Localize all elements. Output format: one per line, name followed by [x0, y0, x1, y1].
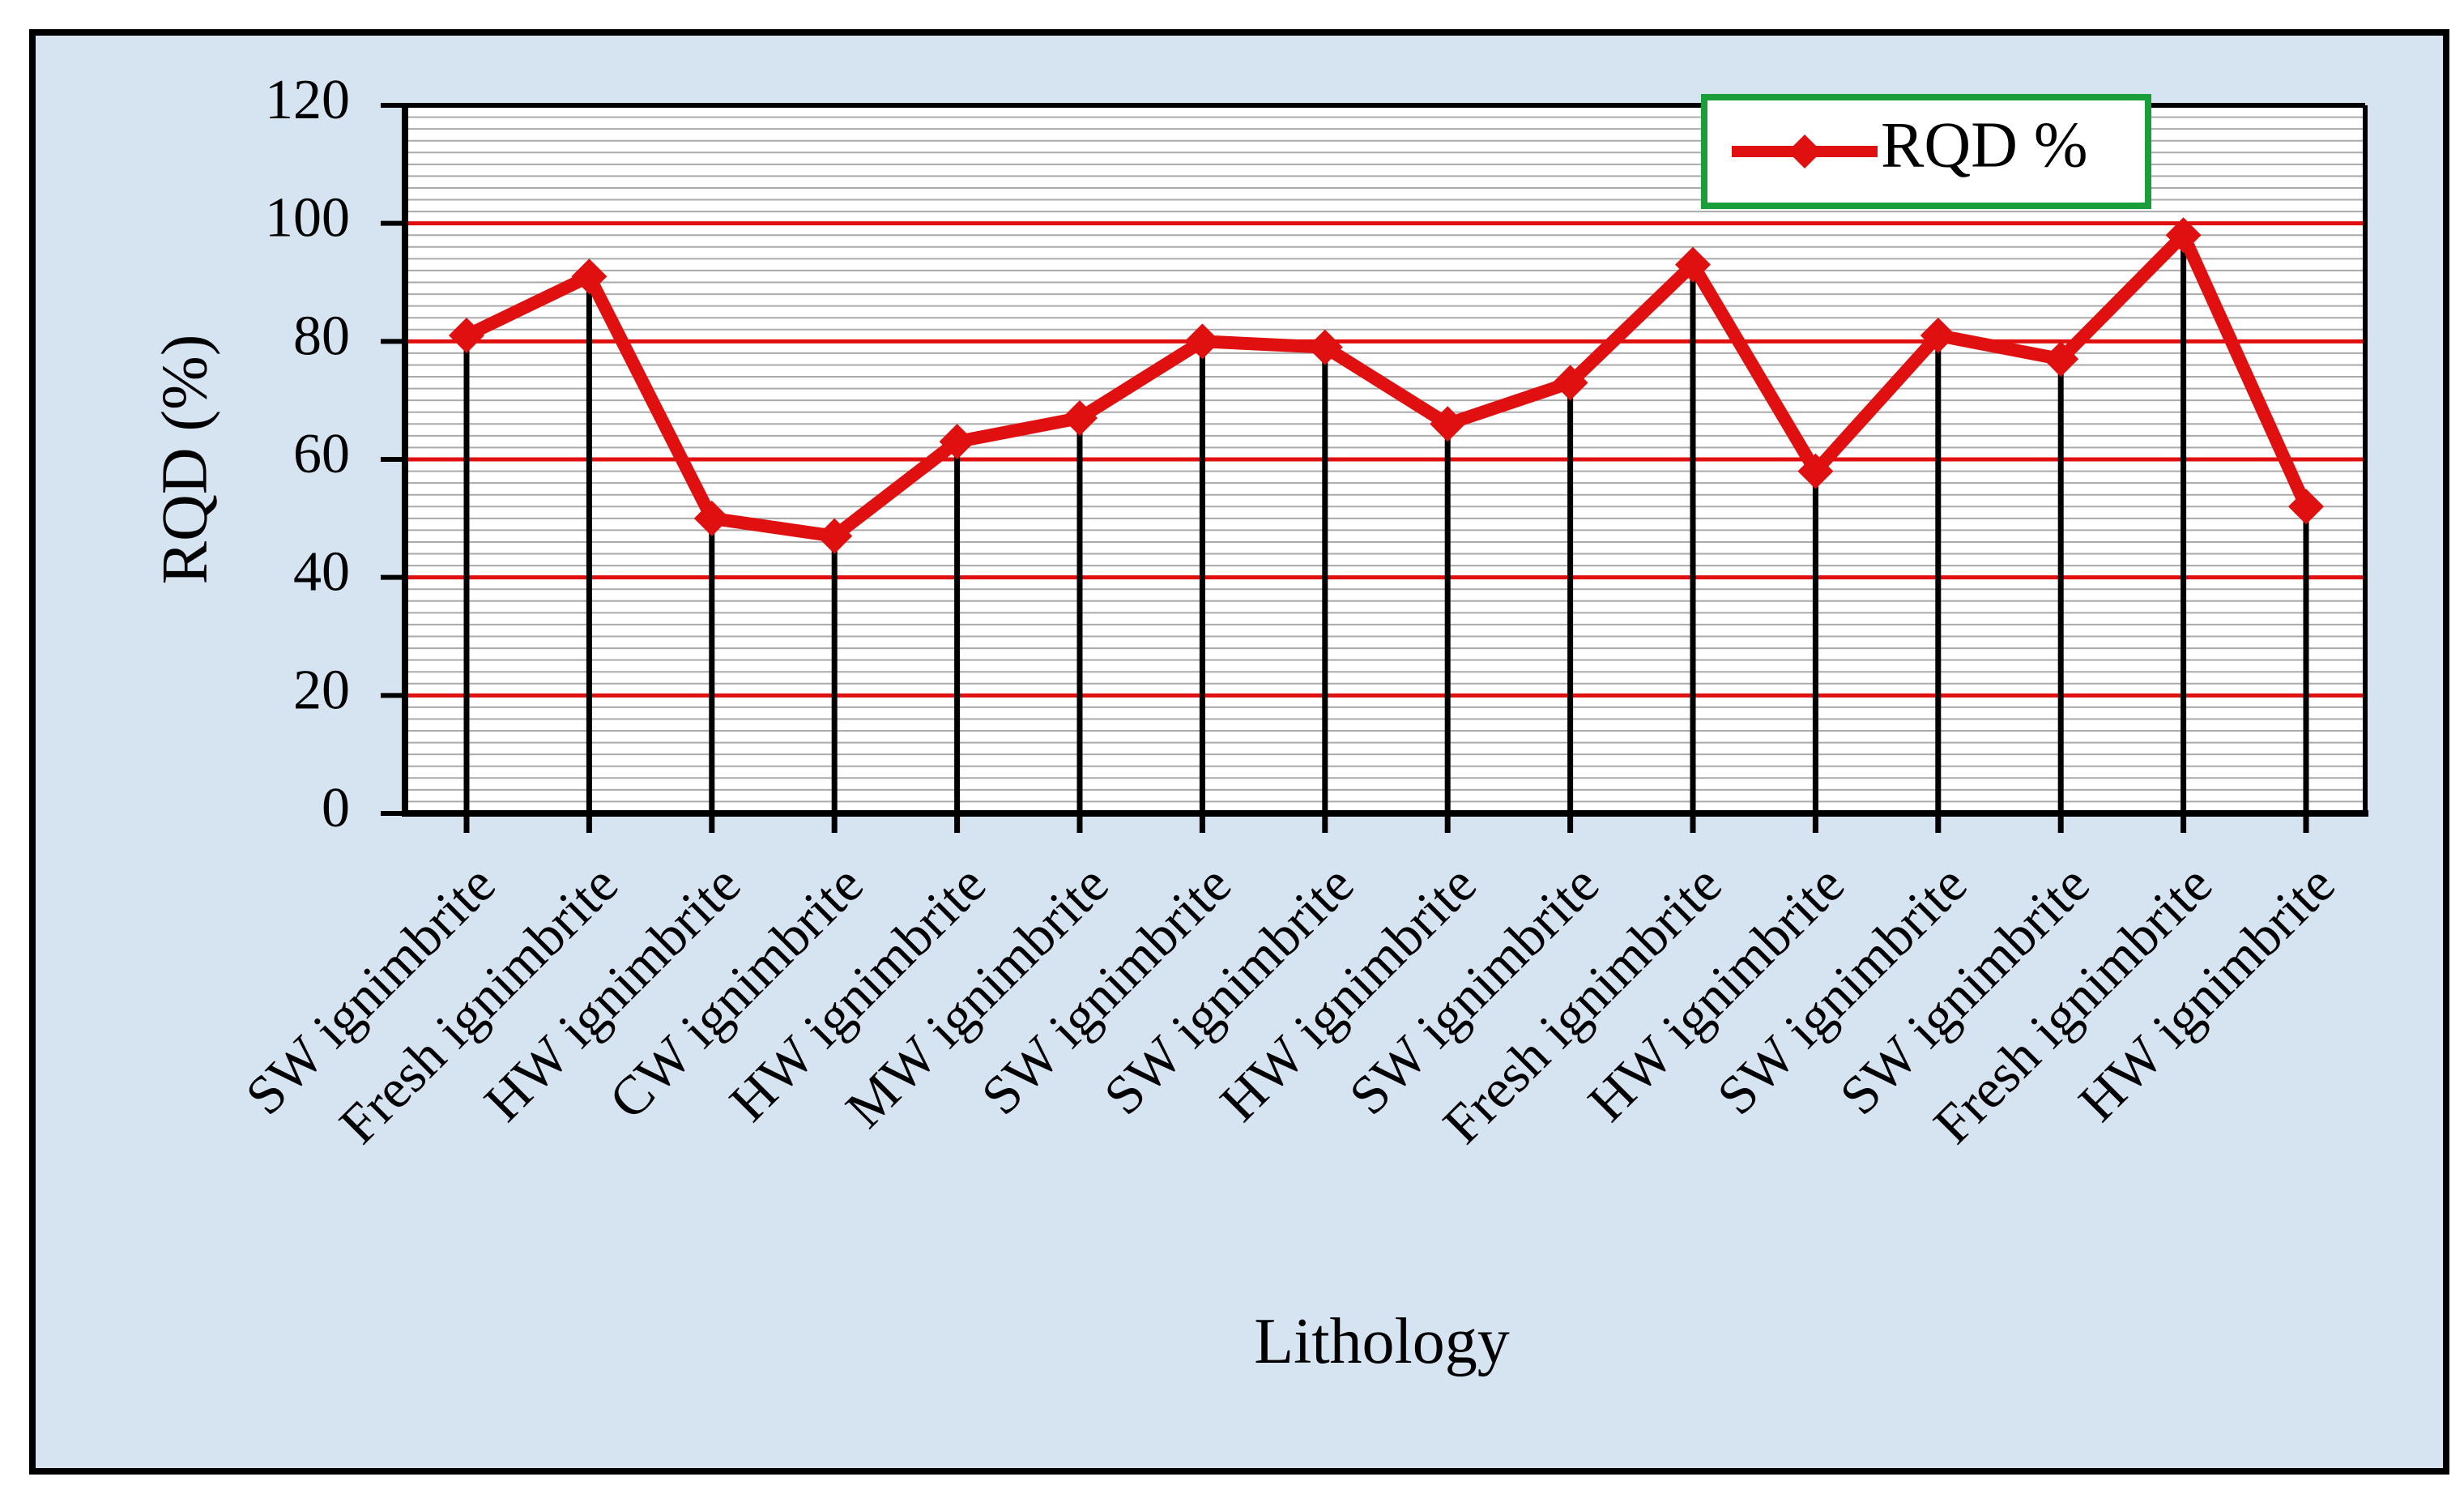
y-axis-title: RQD (%) — [149, 335, 220, 585]
y-tick-label: 80 — [293, 305, 350, 367]
data-point-marker — [1184, 323, 1221, 360]
y-tick-label: 40 — [293, 541, 350, 604]
legend-label: RQD % — [1881, 109, 2088, 181]
category-drop-lines — [463, 235, 2309, 833]
legend: RQD % — [1701, 94, 2151, 209]
data-point-marker — [693, 500, 730, 536]
major-gridlines — [405, 221, 2365, 698]
data-point-marker — [1430, 406, 1466, 442]
y-tick-label: 60 — [293, 423, 350, 485]
y-tick-label: 0 — [322, 777, 350, 839]
data-point-marker — [816, 518, 853, 554]
y-axis-ticks: 0 20 40 60 80 100 120 — [265, 69, 405, 839]
data-point-marker — [2043, 341, 2079, 378]
data-point-marker — [571, 258, 607, 295]
series-rqd — [449, 217, 2324, 554]
series-line — [460, 228, 2313, 543]
data-point-marker — [1062, 400, 1098, 437]
data-point-marker — [1797, 453, 1834, 489]
data-point-marker — [1675, 246, 1711, 283]
data-point-marker — [449, 318, 484, 354]
data-point-marker — [1307, 329, 1343, 365]
legend-marker-swatch — [1788, 134, 1822, 169]
data-point-marker — [1920, 318, 1956, 354]
y-tick-label: 100 — [265, 187, 350, 250]
data-point-marker — [2165, 217, 2202, 254]
data-point-marker — [939, 424, 975, 460]
x-axis-title: Lithology — [1254, 1306, 1510, 1377]
y-tick-label: 120 — [265, 69, 350, 131]
data-point-marker — [1552, 365, 1588, 401]
y-tick-label: 20 — [293, 659, 350, 721]
data-point-marker — [2288, 489, 2324, 525]
